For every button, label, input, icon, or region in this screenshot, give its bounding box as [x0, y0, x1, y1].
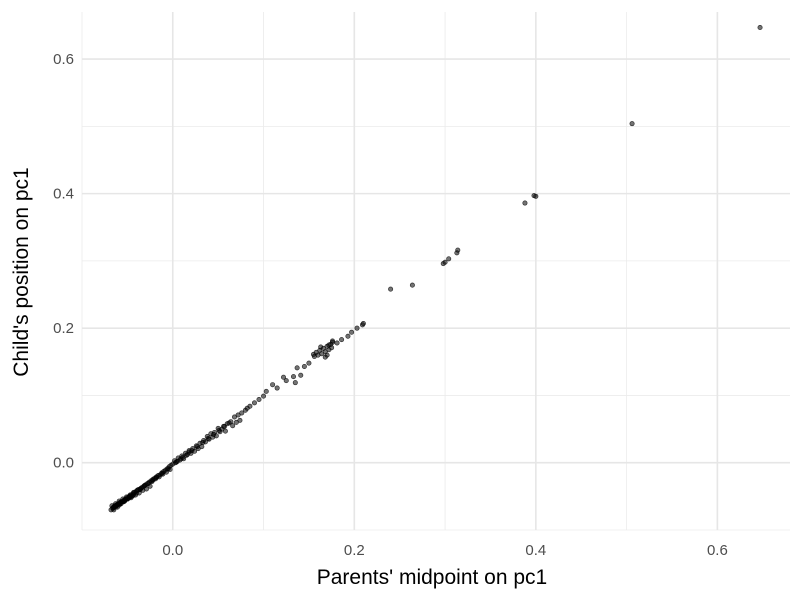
data-point — [349, 329, 355, 335]
data-point — [281, 374, 287, 380]
x-axis-tick-labels: 0.0 0.2 0.4 0.6 — [162, 542, 727, 559]
x-tick-label: 0.2 — [344, 542, 365, 559]
data-point — [233, 419, 239, 425]
data-point — [127, 494, 133, 500]
data-point — [629, 121, 635, 127]
y-tick-label: 0.2 — [53, 320, 74, 337]
data-point — [283, 378, 289, 384]
data-point — [174, 458, 180, 464]
data-point — [205, 436, 211, 442]
data-point — [334, 340, 340, 346]
data-point — [153, 474, 159, 480]
data-point — [150, 477, 156, 483]
data-point — [339, 337, 345, 343]
data-point — [757, 24, 763, 30]
data-point — [263, 388, 269, 394]
data-point — [454, 250, 460, 256]
data-point — [194, 444, 200, 450]
data-point — [522, 200, 528, 206]
data-point — [533, 193, 539, 199]
data-point — [251, 400, 257, 406]
data-point — [142, 483, 148, 489]
minor-gridlines — [81, 12, 790, 531]
data-point — [200, 440, 206, 446]
data-points — [108, 24, 763, 513]
x-tick-label: 0.6 — [707, 542, 728, 559]
data-point — [222, 423, 228, 429]
data-point — [345, 333, 351, 339]
data-point — [274, 385, 280, 391]
data-point — [131, 491, 137, 497]
data-point — [298, 372, 304, 378]
data-point — [292, 380, 298, 386]
data-point — [147, 483, 153, 489]
data-point — [165, 466, 171, 472]
y-tick-label: 0.6 — [53, 51, 74, 68]
data-point — [326, 342, 332, 348]
data-point — [211, 431, 217, 437]
data-point — [446, 256, 452, 262]
y-tick-label: 0.4 — [53, 186, 74, 203]
y-tick-label: 0.0 — [53, 455, 74, 472]
data-point — [306, 360, 312, 366]
y-axis-title: Child's position on pc1 — [10, 167, 33, 376]
data-point — [226, 420, 232, 426]
data-point — [359, 322, 365, 328]
data-point — [256, 396, 262, 402]
major-gridlines — [82, 12, 790, 530]
data-point — [301, 364, 307, 370]
data-point — [118, 501, 124, 507]
data-point — [230, 423, 236, 429]
data-point — [290, 374, 296, 380]
data-point — [324, 352, 330, 358]
data-point — [111, 507, 117, 513]
y-axis-tick-labels: 0.0 0.2 0.4 0.6 — [53, 51, 74, 472]
data-point — [354, 325, 360, 331]
data-point — [440, 261, 446, 267]
data-point — [318, 344, 324, 350]
data-point — [388, 286, 394, 292]
data-point — [180, 454, 186, 460]
data-point — [114, 504, 120, 510]
data-point — [186, 449, 192, 455]
data-point — [159, 470, 165, 476]
data-point — [270, 382, 276, 388]
x-axis-title: Parents' midpoint on pc1 — [317, 566, 547, 589]
x-tick-label: 0.4 — [525, 542, 546, 559]
data-point — [216, 427, 222, 433]
data-point — [122, 498, 128, 504]
data-point — [330, 338, 336, 344]
data-point — [242, 407, 248, 413]
data-point — [231, 414, 237, 420]
data-point — [261, 393, 267, 399]
x-tick-label: 0.0 — [162, 542, 183, 559]
data-point — [310, 351, 316, 357]
data-point — [409, 282, 415, 288]
data-point — [137, 487, 143, 493]
data-point — [294, 365, 300, 371]
